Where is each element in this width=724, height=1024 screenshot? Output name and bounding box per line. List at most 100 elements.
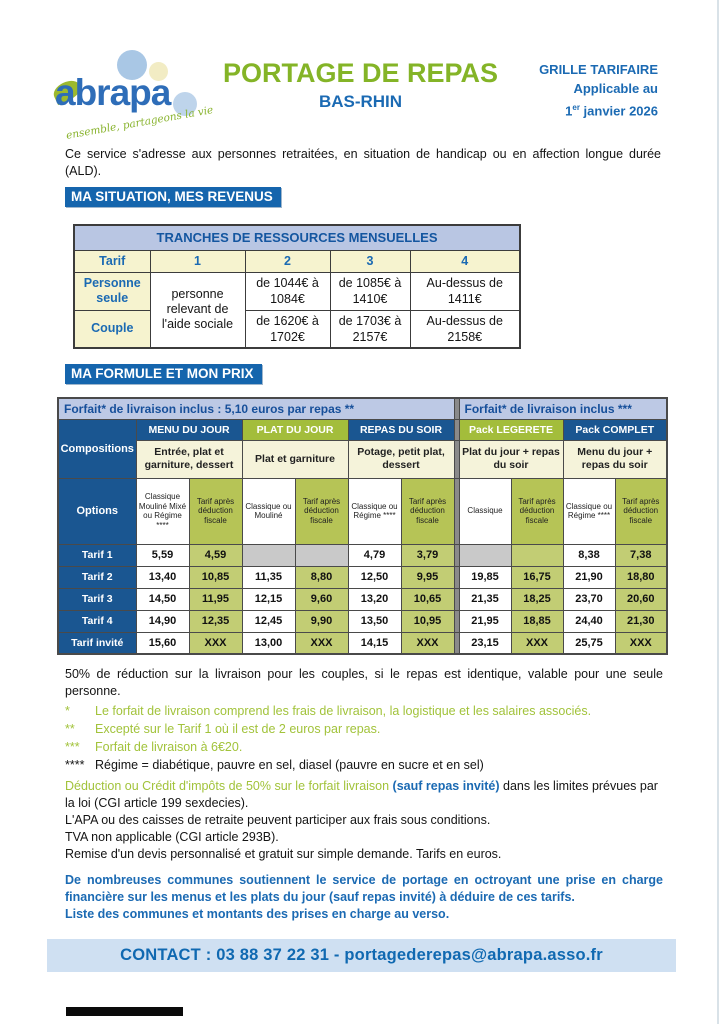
logo-dot-icon <box>149 62 168 81</box>
option-cell: Tarif après déduction fiscale <box>614 477 668 545</box>
footnotes-block: 50% de réduction sur la livraison pour l… <box>65 666 663 774</box>
price-cell-empty <box>510 543 564 567</box>
price-cell: 18,25 <box>510 587 564 611</box>
grille-line3: 1er janvier 2026 <box>565 103 658 119</box>
price-cell: 8,38 <box>562 543 616 567</box>
tva-line: TVA non applicable (CGI article 293B). <box>65 830 279 844</box>
section-heading-formule: MA FORMULE ET MON PRIX <box>65 364 262 384</box>
price-cell: 14,50 <box>135 587 190 611</box>
resources-table: TRANCHES DE RESSOURCES MENSUELLES Tarif … <box>73 224 522 349</box>
price-cell: 4,79 <box>347 543 402 567</box>
price-cell: 11,95 <box>188 587 243 611</box>
price-cell: 24,40 <box>562 609 616 633</box>
grille-line1: GRILLE TARIFAIRE <box>539 62 658 77</box>
composition-cell: Menu du jour + repas du soir <box>562 439 668 479</box>
price-cell: 9,90 <box>294 609 349 633</box>
price-cell: 15,60 <box>135 631 190 655</box>
price-cell: 5,59 <box>135 543 190 567</box>
price-cell: 21,35 <box>458 587 512 611</box>
price-cell: 14,90 <box>135 609 190 633</box>
group-header-repas-du-soir: REPAS DU SOIR <box>347 418 455 441</box>
composition-cell: Potage, petit plat, dessert <box>347 439 455 479</box>
compositions-label: Compositions <box>57 418 137 479</box>
couple-discount-note: 50% de réduction sur la livraison pour l… <box>65 667 663 698</box>
footnote: * Le forfait de livraison comprend les fr… <box>65 704 592 718</box>
price-cell: 9,60 <box>294 587 349 611</box>
price-cell: 13,40 <box>135 565 190 589</box>
group-header-plat-du-jour: PLAT DU JOUR <box>241 418 349 441</box>
footnote: ** Excepté sur le Tarif 1 où il est de 2 … <box>65 722 381 736</box>
option-cell: Tarif après déduction fiscale <box>188 477 243 545</box>
price-cell-empty <box>241 543 296 567</box>
footnote: *** Forfait de livraison à 6€20. <box>65 740 243 754</box>
price-cell: 12,15 <box>241 587 296 611</box>
table-row: Tarif 3 14,50 11,95 12,15 9,60 13,20 10,… <box>57 587 668 611</box>
price-cell: 9,95 <box>400 565 455 589</box>
group-header-menu-du-jour: MENU DU JOUR <box>135 418 243 441</box>
row-label: Personne seule <box>73 271 151 311</box>
row-label: Tarif 2 <box>57 565 137 589</box>
column-header: 4 <box>409 249 521 273</box>
price-cell: 13,20 <box>347 587 402 611</box>
devis-line: Remise d'un devis personnalisé et gratui… <box>65 847 502 861</box>
table-cell: Au-dessus de 1411€ <box>409 271 521 311</box>
price-cell: 7,38 <box>614 543 668 567</box>
option-cell: Classique <box>458 477 512 545</box>
contact-bar: CONTACT : 03 88 37 22 31 - portagederepa… <box>47 939 676 972</box>
row-label: Tarif 4 <box>57 609 137 633</box>
option-cell: Classique ou Régime **** <box>562 477 616 545</box>
table-cell: de 1044€ à 1084€ <box>244 271 331 311</box>
forfait-right-header: Forfait* de livraison inclus *** <box>458 397 668 420</box>
price-table: Forfait* de livraison inclus : 5,10 euro… <box>57 397 668 655</box>
option-cell: Classique ou Mouliné <box>241 477 296 545</box>
page-subtitle: BAS-RHIN <box>318 92 403 111</box>
grille-line2: Applicable au <box>573 81 658 96</box>
row-label: Tarif 3 <box>57 587 137 611</box>
section-heading-situation: MA SITUATION, MES REVENUS <box>65 187 281 207</box>
row-label: Tarif 1 <box>57 543 137 567</box>
composition-cell: Plat et garniture <box>241 439 349 479</box>
price-cell: 12,35 <box>188 609 243 633</box>
price-cell: 21,95 <box>458 609 512 633</box>
tariff-validity-block: GRILLE TARIFAIRE Applicable au 1er janvi… <box>488 60 658 120</box>
forfait-left-header: Forfait* de livraison inclus : 5,10 euro… <box>57 397 455 420</box>
composition-cell: Entrée, plat et garniture, dessert <box>135 439 243 479</box>
price-cell: 19,85 <box>458 565 512 589</box>
logo-dot-icon <box>117 50 147 80</box>
deduction-line: Déduction ou Crédit d'impôts de 50% sur … <box>65 779 658 810</box>
table-cell: personne relevant de l'aide sociale <box>149 271 246 349</box>
price-cell: 11,35 <box>241 565 296 589</box>
abrapa-logo: abrapa ensemble, partageons la vie <box>45 50 220 142</box>
price-cell: 12,45 <box>241 609 296 633</box>
option-cell: Classique ou Régime **** <box>347 477 402 545</box>
scan-edge-artifact <box>717 0 719 1024</box>
table-row: Tarif 2 13,40 10,85 11,35 8,80 12,50 9,9… <box>57 565 668 589</box>
price-cell: XXX <box>400 631 455 655</box>
scan-mark-artifact <box>66 1007 183 1016</box>
logo-wordmark: abrapa <box>55 72 171 113</box>
price-cell: 4,59 <box>188 543 243 567</box>
price-cell: XXX <box>294 631 349 655</box>
price-cell: 10,95 <box>400 609 455 633</box>
page-title: PORTAGE DE REPAS <box>222 58 499 88</box>
price-cell: 18,85 <box>510 609 564 633</box>
table-row: Tarif invité 15,60 XXX 13,00 XXX 14,15 X… <box>57 631 668 655</box>
column-header: 3 <box>329 249 411 273</box>
table-row: Tarif 1 5,59 4,59 4,79 3,79 8,38 7,38 <box>57 543 668 567</box>
price-cell: 10,65 <box>400 587 455 611</box>
price-cell: 13,00 <box>241 631 296 655</box>
price-cell: 12,50 <box>347 565 402 589</box>
price-cell: 23,15 <box>458 631 512 655</box>
option-cell: Tarif après déduction fiscale <box>510 477 564 545</box>
price-cell: 8,80 <box>294 565 349 589</box>
price-cell: 21,90 <box>562 565 616 589</box>
price-cell: 13,50 <box>347 609 402 633</box>
table-cell: de 1703€ à 2157€ <box>329 309 411 349</box>
group-header-pack-complet: Pack COMPLET <box>562 418 668 441</box>
price-cell: XXX <box>510 631 564 655</box>
price-cell: 18,80 <box>614 565 668 589</box>
logo-dot-icon <box>173 92 197 116</box>
resources-table-title: TRANCHES DE RESSOURCES MENSUELLES <box>73 224 521 251</box>
legal-block: Déduction ou Crédit d'impôts de 50% sur … <box>65 778 665 863</box>
